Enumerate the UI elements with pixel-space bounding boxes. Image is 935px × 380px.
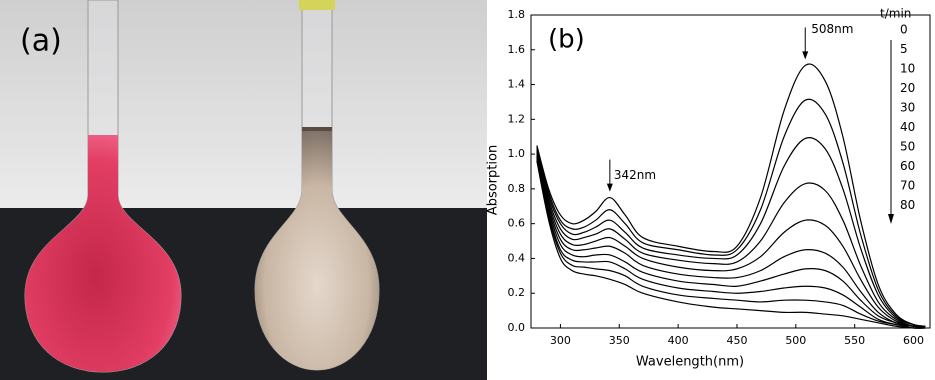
y-tick-label: 0.6 — [508, 217, 526, 230]
photo: (a) — [0, 0, 487, 380]
x-tick-label: 600 — [903, 334, 924, 347]
spectrum-line — [536, 150, 926, 328]
legend-entry: 20 — [900, 81, 915, 95]
spectrum-line — [536, 98, 926, 327]
y-tick-label: 1.8 — [508, 8, 526, 21]
x-tick-label: 300 — [550, 334, 571, 347]
legend-entry: 40 — [900, 120, 915, 134]
x-tick-label: 400 — [668, 334, 689, 347]
spectrum-line — [536, 160, 926, 329]
y-tick-label: 1.2 — [508, 112, 526, 125]
annotation: 342nm — [614, 168, 656, 182]
x-tick-label: 500 — [785, 334, 806, 347]
x-tick-label: 550 — [844, 334, 865, 347]
x-tick-label: 350 — [609, 334, 630, 347]
spectrum-line — [536, 155, 926, 329]
y-tick-label: 1.6 — [508, 43, 526, 56]
wall — [0, 0, 487, 212]
annotation: 508nm — [811, 22, 853, 36]
legend-entry: 70 — [900, 179, 915, 193]
legend-entry: 60 — [900, 159, 915, 173]
annotation-arrow-head — [606, 183, 613, 192]
legend-entry: 50 — [900, 140, 915, 154]
y-tick-label: 0.8 — [508, 182, 526, 195]
x-axis-label: Wavelength(nm) — [636, 355, 744, 370]
x-tick-label: 450 — [726, 334, 747, 347]
annotation-arrow-head — [802, 51, 809, 60]
y-axis-label: Absorption — [486, 145, 501, 215]
plot-frame — [530, 14, 931, 329]
legend-arrow-head — [888, 214, 894, 224]
spectrum-line — [536, 153, 926, 329]
spectrum-line — [536, 63, 926, 327]
y-tick-label: 0.4 — [508, 251, 526, 264]
spectrum-line — [536, 137, 926, 327]
y-tick-label: 1.4 — [508, 78, 526, 91]
y-tick-label: 0.2 — [508, 286, 526, 299]
y-tick-label: 0.0 — [508, 321, 526, 334]
meniscus — [302, 127, 332, 131]
legend-entry: 10 — [900, 62, 915, 76]
spectrum-line — [536, 157, 926, 329]
panel-label: (a) — [20, 24, 62, 59]
chart: (b) Wavelength(nm) Absorption t/min 0.0 0… — [486, 7, 931, 370]
legend-entry: 5 — [900, 42, 908, 56]
pink-solution — [25, 135, 181, 372]
legend-title: t/min — [880, 7, 911, 21]
pale-solution — [255, 130, 379, 370]
legend-entry: 80 — [900, 198, 915, 212]
panel-label: (b) — [548, 25, 585, 55]
stopper — [299, 0, 335, 10]
spectrum-line — [536, 152, 926, 328]
spectrum-line — [536, 159, 926, 329]
legend-entry: 30 — [900, 101, 915, 115]
legend-entry: 0 — [900, 23, 908, 37]
y-tick-label: 1.0 — [508, 147, 526, 160]
